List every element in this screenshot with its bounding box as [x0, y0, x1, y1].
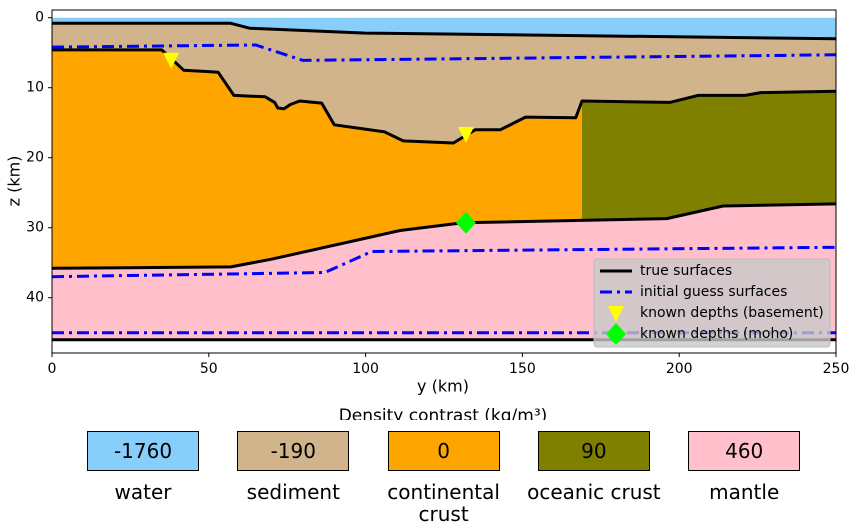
legend-swatch: [606, 323, 626, 345]
legend-label: true surfaces: [640, 263, 732, 279]
y-tick-label: 30: [26, 220, 44, 236]
layer-name: oceanic crust: [527, 480, 661, 504]
legend-label: known depths (moho): [640, 326, 793, 342]
x-axis-label: y (km): [417, 377, 469, 396]
y-tick-label: 10: [26, 80, 44, 96]
density-value: -190: [237, 431, 350, 471]
legend-label: known depths (basement): [640, 305, 824, 321]
layer-fill: [52, 17, 836, 39]
layer-fill: [52, 23, 836, 143]
legend-swatch: [608, 306, 624, 322]
density-title: Density contrast (kg/m³): [339, 406, 548, 420]
known-depth-marker: [457, 126, 474, 143]
axes: 0 50 100 150 200 250 0 10 20 30 40: [26, 10, 849, 377]
surface-line: [52, 245, 836, 279]
surface-line: [52, 202, 836, 270]
layer-fill: [581, 91, 836, 221]
known-depth-marker: [455, 211, 476, 234]
surface-line: [52, 43, 836, 62]
layer-name: water: [114, 480, 172, 504]
plot-frame: [51, 9, 837, 354]
y-axis-label: z (km): [5, 156, 24, 207]
surface-line: [52, 21, 836, 41]
layer-name: sediment: [246, 480, 340, 504]
y-tick-label: 40: [26, 290, 44, 306]
y-tick-label: 0: [35, 10, 44, 26]
density-value: -1760: [87, 431, 199, 471]
x-tick-label: 200: [666, 361, 693, 377]
density-value: 90: [537, 431, 650, 471]
density-value: 460: [688, 431, 801, 471]
x-tick-label: 0: [48, 361, 57, 377]
legend-box: [593, 258, 831, 348]
layer-name: mantle: [709, 480, 780, 504]
y-tick-label: 20: [26, 150, 44, 166]
known-depth-markers: [163, 52, 476, 234]
x-tick-label: 50: [200, 361, 218, 377]
chart: 0 50 100 150 200 250 0 10 20 30 40 y (km) z (km) t…: [5, 9, 849, 420]
x-tick-label: 250: [823, 361, 850, 377]
layer-fills: [52, 17, 836, 340]
layer-name: continental crust: [387, 480, 500, 526]
x-tick-label: 100: [352, 361, 379, 377]
density-value: 0: [387, 431, 500, 471]
legend-label: initial guess surfaces: [640, 284, 787, 300]
surface-line: [52, 48, 836, 145]
known-depth-marker: [163, 52, 180, 69]
x-tick-label: 150: [509, 361, 536, 377]
legend: true surfaces initial guess surfaces known…: [600, 263, 824, 345]
